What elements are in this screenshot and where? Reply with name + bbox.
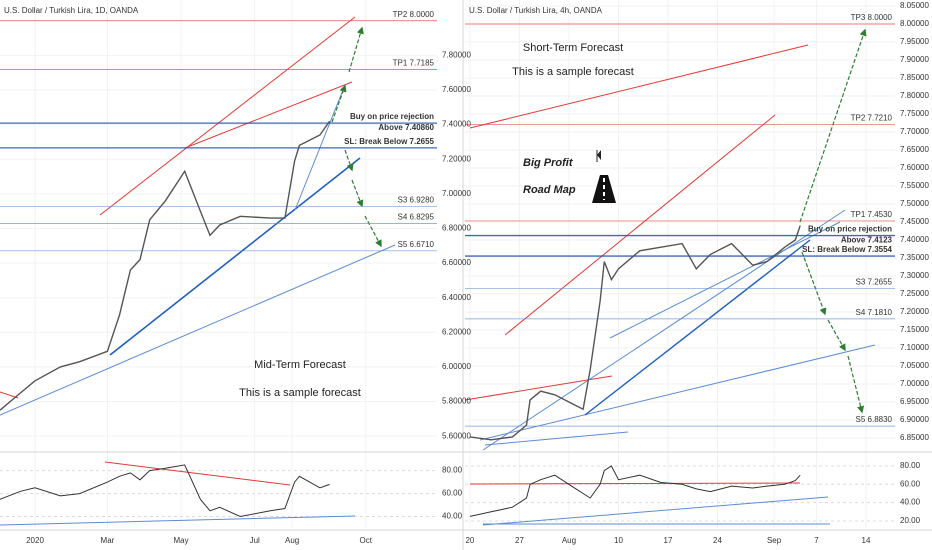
grid-layer	[0, 0, 895, 528]
y-tick-label: 7.50000	[900, 199, 929, 208]
y-tick-label: 7.90000	[900, 55, 929, 64]
rsi-tick-label: 40.00	[900, 498, 921, 507]
annotation: This is a sample forecast	[512, 66, 634, 78]
level-label: SL: Break Below 7.2655	[344, 137, 434, 146]
chart-title: U.S. Dollar / Turkish Lira, 4h, OANDA	[469, 6, 603, 15]
y-tick-label: 6.60000	[442, 258, 471, 267]
y-tick-label: 6.40000	[442, 293, 471, 302]
level-label: TP3 8.0000	[851, 13, 893, 22]
rsi-tick-label: 80.00	[900, 461, 921, 470]
y-tick-label: 7.20000	[442, 154, 471, 163]
level-heading: Buy on price rejection	[808, 225, 892, 234]
y-tick-label: 7.20000	[900, 307, 929, 316]
y-tick-label: 5.80000	[442, 397, 471, 406]
y-tick-label: 7.70000	[900, 127, 929, 136]
rsi-tick-label: 40.00	[442, 512, 463, 521]
y-tick-label: 7.25000	[900, 289, 929, 298]
y-tick-label: 7.60000	[442, 85, 471, 94]
y-tick-label: 7.80000	[900, 91, 929, 100]
y-tick-label: 8.05000	[900, 1, 929, 10]
y-tick-label: 7.45000	[900, 217, 929, 226]
x-tick-label: Mar	[101, 536, 115, 545]
road-sign	[592, 150, 616, 203]
rsi-line	[469, 465, 801, 517]
y-tick-label: 7.10000	[900, 343, 929, 352]
y-tick-label: 5.60000	[442, 431, 471, 440]
x-tick-label: 24	[713, 536, 722, 545]
level-label: TP1 7.7185	[393, 59, 435, 68]
x-tick-label: Oct	[360, 536, 373, 545]
price-line	[469, 225, 801, 441]
x-tick-label: 17	[664, 536, 673, 545]
y-tick-label: 6.85000	[900, 433, 929, 442]
annotation: Short-Term Forecast	[523, 42, 623, 54]
y-tick-label: 7.60000	[900, 163, 929, 172]
level-label: Above 7.4123	[841, 236, 893, 245]
y-tick-label: 7.80000	[442, 50, 471, 59]
x-tick-label: Aug	[285, 536, 299, 545]
y-tick-label: 7.30000	[900, 271, 929, 280]
y-tick-label: 6.95000	[900, 397, 929, 406]
x-tick-label: 10	[614, 536, 623, 545]
level-label: SL: Break Below 7.3554	[802, 245, 892, 254]
level-label: Above 7.40860	[378, 123, 434, 132]
x-tick-label: 20	[465, 536, 474, 545]
y-tick-label: 7.95000	[900, 37, 929, 46]
x-tick-label: 2020	[26, 536, 44, 545]
rsi-tick-label: 60.00	[900, 479, 921, 488]
chart-title: U.S. Dollar / Turkish Lira, 1D, OANDA	[4, 6, 139, 15]
rsi-tick-label: 80.00	[442, 466, 463, 475]
annotation: This is a sample forecast	[239, 387, 361, 399]
price-line	[0, 120, 331, 411]
level-label: S4 7.1810	[856, 308, 893, 317]
level-label: TP2 8.0000	[393, 10, 435, 19]
y-tick-label: 7.15000	[900, 325, 929, 334]
y-tick-label: 6.90000	[900, 415, 929, 424]
level-label: S5 6.6710	[398, 240, 435, 249]
rsi-tick-label: 60.00	[442, 489, 463, 498]
x-tick-label: 27	[515, 536, 524, 545]
rsi-line	[0, 464, 330, 518]
trendlines-right	[464, 44, 876, 526]
y-tick-label: 7.55000	[900, 181, 929, 190]
y-tick-label: 6.20000	[442, 327, 471, 336]
annotation: Big Profit	[523, 157, 574, 169]
y-tick-label: 7.35000	[900, 253, 929, 262]
annotation: Mid-Term Forecast	[254, 359, 346, 371]
rsi-tick-label: 20.00	[900, 516, 921, 525]
level-heading: Buy on price rejection	[350, 112, 434, 121]
y-tick-label: 7.65000	[900, 145, 929, 154]
x-tick-label: 14	[862, 536, 871, 545]
level-label: S3 6.9280	[398, 195, 435, 204]
y-tick-label: 6.00000	[442, 362, 471, 371]
trendlines-left	[0, 16, 396, 526]
y-tick-label: 7.40000	[442, 120, 471, 129]
y-tick-label: 7.00000	[442, 189, 471, 198]
level-label: S3 7.2655	[856, 278, 893, 287]
x-tick-label: May	[174, 536, 189, 545]
x-tick-label: Jul	[250, 536, 260, 545]
y-tick-label: 8.00000	[900, 19, 929, 28]
y-tick-label: 7.00000	[900, 379, 929, 388]
y-tick-label: 7.75000	[900, 109, 929, 118]
level-label: S4 6.8295	[398, 212, 435, 221]
level-label: S5 6.8830	[856, 415, 893, 424]
y-tick-label: 6.80000	[442, 224, 471, 233]
forecast-arrows	[331, 26, 867, 414]
level-label: TP2 7.7210	[851, 114, 893, 123]
x-tick-label: 7	[814, 536, 819, 545]
annotation: Road Map	[523, 184, 576, 196]
y-tick-label: 7.05000	[900, 361, 929, 370]
level-label: TP1 7.4530	[851, 210, 893, 219]
y-tick-label: 7.85000	[900, 73, 929, 82]
x-tick-label: Aug	[562, 536, 576, 545]
y-tick-label: 7.40000	[900, 235, 929, 244]
x-tick-label: Sep	[767, 536, 782, 545]
